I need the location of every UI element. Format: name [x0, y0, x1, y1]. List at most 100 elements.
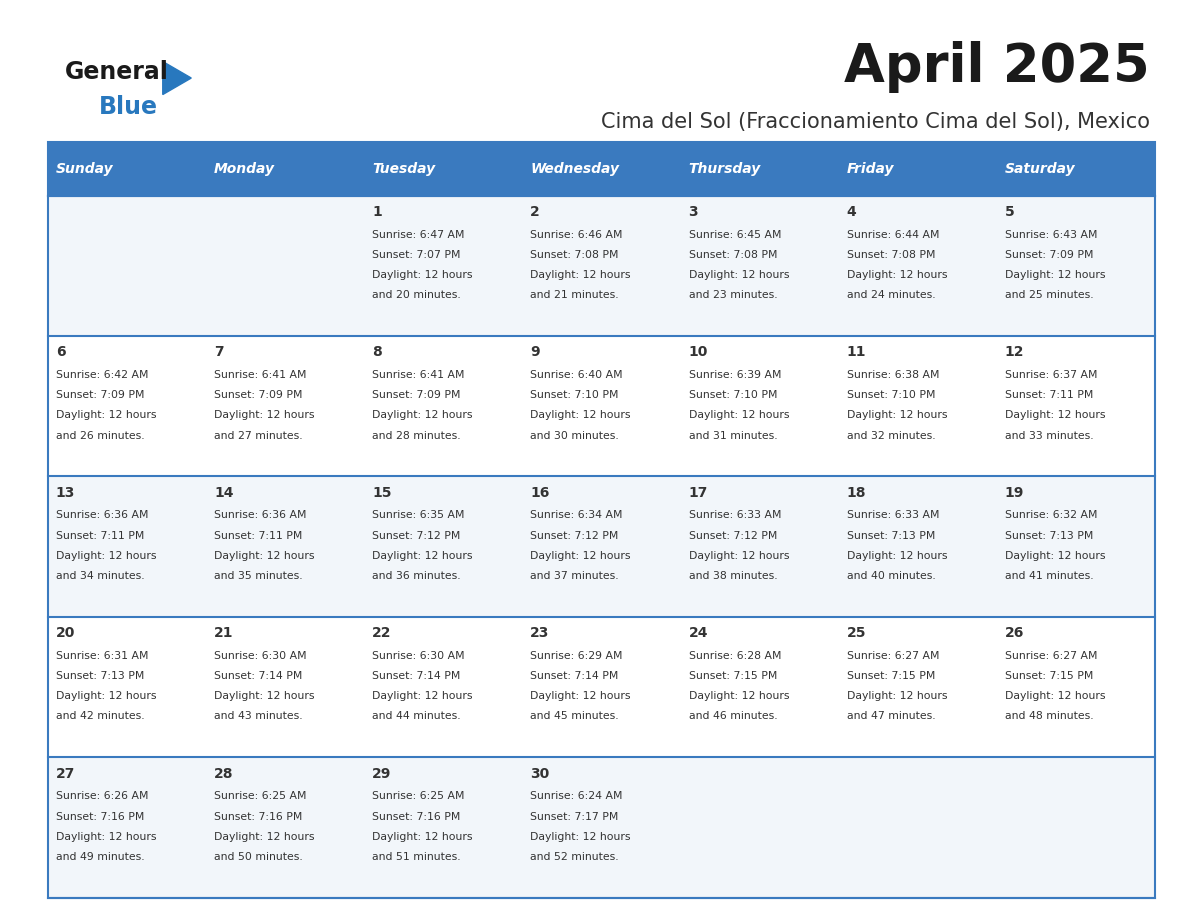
Text: Sunset: 7:16 PM: Sunset: 7:16 PM [372, 812, 461, 822]
Text: Saturday: Saturday [1005, 162, 1075, 176]
Text: Sunrise: 6:33 AM: Sunrise: 6:33 AM [847, 510, 940, 521]
Bar [48, 476, 1155, 617]
Text: and 44 minutes.: and 44 minutes. [372, 711, 461, 722]
Text: Sunset: 7:09 PM: Sunset: 7:09 PM [214, 390, 303, 400]
Text: 15: 15 [372, 486, 392, 499]
Text: Sunset: 7:11 PM: Sunset: 7:11 PM [1005, 390, 1093, 400]
Text: April 2025: April 2025 [845, 41, 1150, 94]
Text: Monday: Monday [214, 162, 274, 176]
Text: Sunrise: 6:33 AM: Sunrise: 6:33 AM [689, 510, 781, 521]
Text: and 42 minutes.: and 42 minutes. [56, 711, 145, 722]
Text: Sunrise: 6:27 AM: Sunrise: 6:27 AM [847, 651, 940, 661]
Text: and 27 minutes.: and 27 minutes. [214, 431, 303, 441]
Text: Sunset: 7:11 PM: Sunset: 7:11 PM [56, 531, 144, 541]
Text: and 34 minutes.: and 34 minutes. [56, 571, 145, 581]
Text: Sunrise: 6:25 AM: Sunrise: 6:25 AM [372, 791, 465, 801]
Text: Daylight: 12 hours: Daylight: 12 hours [372, 410, 473, 420]
Text: Daylight: 12 hours: Daylight: 12 hours [56, 410, 157, 420]
Text: Sunrise: 6:47 AM: Sunrise: 6:47 AM [372, 230, 465, 240]
Text: Sunset: 7:15 PM: Sunset: 7:15 PM [689, 671, 777, 681]
Text: Daylight: 12 hours: Daylight: 12 hours [689, 551, 789, 561]
Text: and 31 minutes.: and 31 minutes. [689, 431, 777, 441]
Text: and 25 minutes.: and 25 minutes. [1005, 290, 1093, 300]
Text: Sunrise: 6:42 AM: Sunrise: 6:42 AM [56, 370, 148, 380]
Text: 1: 1 [372, 205, 381, 218]
Polygon shape [163, 62, 191, 95]
Text: Daylight: 12 hours: Daylight: 12 hours [372, 691, 473, 701]
Text: and 43 minutes.: and 43 minutes. [214, 711, 303, 722]
Text: Sunrise: 6:24 AM: Sunrise: 6:24 AM [530, 791, 623, 801]
Text: and 51 minutes.: and 51 minutes. [372, 852, 461, 862]
Bar [48, 757, 1155, 898]
Text: 16: 16 [530, 486, 550, 499]
Text: and 21 minutes.: and 21 minutes. [530, 290, 619, 300]
Text: Daylight: 12 hours: Daylight: 12 hours [214, 691, 315, 701]
Text: 21: 21 [214, 626, 234, 640]
Text: Daylight: 12 hours: Daylight: 12 hours [530, 691, 631, 701]
Text: Sunset: 7:15 PM: Sunset: 7:15 PM [847, 671, 935, 681]
Text: Daylight: 12 hours: Daylight: 12 hours [847, 410, 947, 420]
Text: and 30 minutes.: and 30 minutes. [530, 431, 619, 441]
Text: Sunrise: 6:26 AM: Sunrise: 6:26 AM [56, 791, 148, 801]
Text: Daylight: 12 hours: Daylight: 12 hours [214, 551, 315, 561]
Text: General: General [65, 60, 169, 84]
Text: 19: 19 [1005, 486, 1024, 499]
Text: Daylight: 12 hours: Daylight: 12 hours [372, 832, 473, 842]
Text: 12: 12 [1005, 345, 1024, 359]
Text: Sunset: 7:09 PM: Sunset: 7:09 PM [56, 390, 144, 400]
Text: Sunrise: 6:27 AM: Sunrise: 6:27 AM [1005, 651, 1098, 661]
Text: 7: 7 [214, 345, 223, 359]
Text: Sunset: 7:13 PM: Sunset: 7:13 PM [1005, 531, 1093, 541]
Text: Cima del Sol (Fraccionamiento Cima del Sol), Mexico: Cima del Sol (Fraccionamiento Cima del S… [601, 112, 1150, 132]
Text: and 49 minutes.: and 49 minutes. [56, 852, 145, 862]
Text: Sunrise: 6:40 AM: Sunrise: 6:40 AM [530, 370, 623, 380]
Bar [48, 617, 1155, 757]
Bar [48, 142, 1155, 196]
Text: Daylight: 12 hours: Daylight: 12 hours [1005, 691, 1105, 701]
Text: Sunset: 7:14 PM: Sunset: 7:14 PM [372, 671, 461, 681]
Text: Sunset: 7:12 PM: Sunset: 7:12 PM [372, 531, 461, 541]
Text: and 48 minutes.: and 48 minutes. [1005, 711, 1093, 722]
Text: Sunrise: 6:32 AM: Sunrise: 6:32 AM [1005, 510, 1098, 521]
Text: Sunrise: 6:45 AM: Sunrise: 6:45 AM [689, 230, 781, 240]
Text: 17: 17 [689, 486, 708, 499]
Text: Tuesday: Tuesday [372, 162, 435, 176]
Text: Sunset: 7:17 PM: Sunset: 7:17 PM [530, 812, 619, 822]
Text: and 24 minutes.: and 24 minutes. [847, 290, 935, 300]
Text: and 32 minutes.: and 32 minutes. [847, 431, 935, 441]
Text: Daylight: 12 hours: Daylight: 12 hours [372, 270, 473, 280]
Text: Sunset: 7:08 PM: Sunset: 7:08 PM [689, 250, 777, 260]
Text: Sunset: 7:10 PM: Sunset: 7:10 PM [847, 390, 935, 400]
Text: Sunset: 7:13 PM: Sunset: 7:13 PM [847, 531, 935, 541]
Text: Sunset: 7:10 PM: Sunset: 7:10 PM [530, 390, 619, 400]
Text: 30: 30 [530, 767, 550, 780]
Text: Daylight: 12 hours: Daylight: 12 hours [1005, 551, 1105, 561]
Text: 6: 6 [56, 345, 65, 359]
Text: and 38 minutes.: and 38 minutes. [689, 571, 777, 581]
Text: and 28 minutes.: and 28 minutes. [372, 431, 461, 441]
Text: and 36 minutes.: and 36 minutes. [372, 571, 461, 581]
Text: 27: 27 [56, 767, 75, 780]
Text: Sunset: 7:12 PM: Sunset: 7:12 PM [530, 531, 619, 541]
Text: Sunset: 7:12 PM: Sunset: 7:12 PM [689, 531, 777, 541]
Text: Sunrise: 6:39 AM: Sunrise: 6:39 AM [689, 370, 781, 380]
Text: 11: 11 [847, 345, 866, 359]
Text: Thursday: Thursday [689, 162, 760, 176]
Text: Daylight: 12 hours: Daylight: 12 hours [56, 832, 157, 842]
Text: Daylight: 12 hours: Daylight: 12 hours [530, 832, 631, 842]
Text: Sunrise: 6:37 AM: Sunrise: 6:37 AM [1005, 370, 1098, 380]
Text: 9: 9 [530, 345, 541, 359]
Text: Daylight: 12 hours: Daylight: 12 hours [847, 551, 947, 561]
Text: 13: 13 [56, 486, 75, 499]
Text: and 40 minutes.: and 40 minutes. [847, 571, 935, 581]
Text: Sunset: 7:15 PM: Sunset: 7:15 PM [1005, 671, 1093, 681]
Text: Wednesday: Wednesday [530, 162, 619, 176]
Text: Sunrise: 6:31 AM: Sunrise: 6:31 AM [56, 651, 148, 661]
Text: Sunrise: 6:29 AM: Sunrise: 6:29 AM [530, 651, 623, 661]
Text: Sunrise: 6:36 AM: Sunrise: 6:36 AM [214, 510, 307, 521]
Text: 4: 4 [847, 205, 857, 218]
Text: Daylight: 12 hours: Daylight: 12 hours [530, 270, 631, 280]
Text: Daylight: 12 hours: Daylight: 12 hours [689, 410, 789, 420]
Text: Friday: Friday [847, 162, 895, 176]
Text: Daylight: 12 hours: Daylight: 12 hours [847, 270, 947, 280]
